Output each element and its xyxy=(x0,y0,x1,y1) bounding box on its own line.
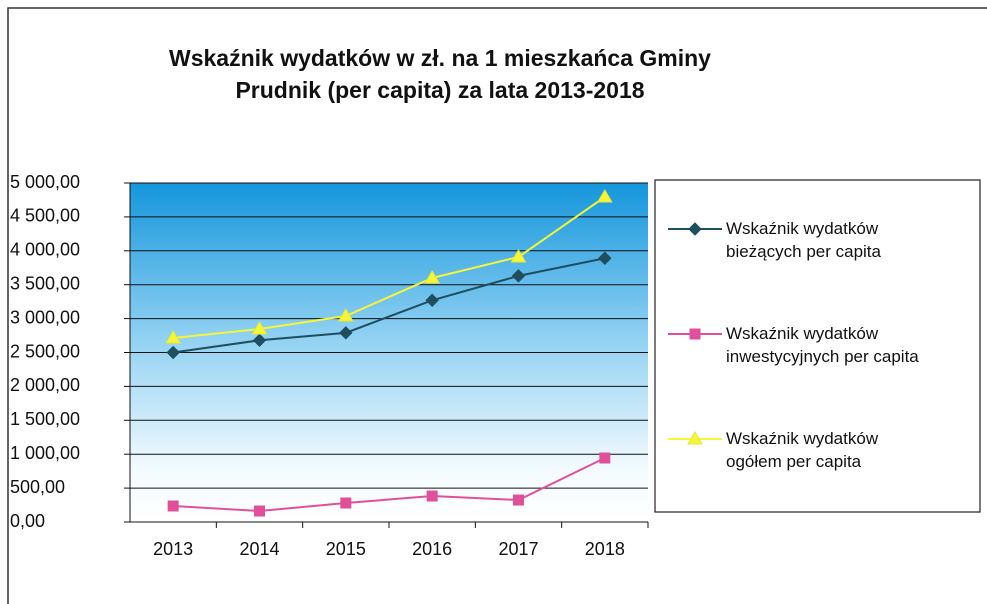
series-line xyxy=(173,196,606,339)
marker xyxy=(599,452,611,464)
chart-title: Wskaźnik wydatków w zł. na 1 mieszkańca … xyxy=(169,45,711,103)
marker xyxy=(252,333,267,348)
marker xyxy=(340,497,352,509)
marker xyxy=(165,329,182,344)
x-tick-label: 2014 xyxy=(239,539,279,559)
legend-label: Wskaźnik wydatków ogółem per capita xyxy=(726,429,879,471)
y-tick-label: 4 500,00 xyxy=(10,206,80,226)
marker xyxy=(337,308,354,322)
marker xyxy=(251,320,268,335)
marker xyxy=(425,293,439,308)
marker xyxy=(167,500,179,512)
marker xyxy=(687,431,703,445)
marker xyxy=(426,490,438,502)
y-tick-label: 0,00 xyxy=(10,511,45,531)
legend-box xyxy=(654,179,981,513)
marker xyxy=(598,251,612,265)
marker xyxy=(510,248,527,263)
y-tick-label: 2 500,00 xyxy=(10,341,80,361)
y-tick-label: 1 500,00 xyxy=(10,409,80,429)
x-tick-label: 2017 xyxy=(498,539,538,559)
y-tick-label: 3 000,00 xyxy=(10,307,80,327)
marker xyxy=(689,328,701,340)
series-line xyxy=(173,257,606,354)
legend-label: Wskaźnik wydatków inwestycyjnych per cap… xyxy=(726,324,919,366)
x-tick-label: 2015 xyxy=(326,539,366,559)
x-tick-label: 2016 xyxy=(412,539,452,559)
marker xyxy=(254,505,265,517)
marker xyxy=(339,326,353,340)
x-tick-label: 2018 xyxy=(585,539,625,559)
y-tick-label: 3 500,00 xyxy=(10,273,80,293)
marker xyxy=(688,222,702,236)
frame xyxy=(7,7,987,604)
legend-label: Wskaźnik wydatków bieżących per capita xyxy=(726,219,881,261)
y-tick-label: 1 000,00 xyxy=(10,443,80,463)
marker xyxy=(513,494,524,506)
y-tick-label: 2 000,00 xyxy=(10,375,80,395)
y-tick-label: 5 000,00 xyxy=(10,172,80,192)
marker xyxy=(424,269,441,284)
y-tick-label: 4 000,00 xyxy=(10,240,80,260)
marker xyxy=(166,345,180,360)
marker xyxy=(596,188,613,203)
marker xyxy=(511,269,526,283)
x-tick-label: 2013 xyxy=(153,539,193,559)
y-tick-label: 500,00 xyxy=(10,477,65,497)
series-line xyxy=(173,457,606,513)
